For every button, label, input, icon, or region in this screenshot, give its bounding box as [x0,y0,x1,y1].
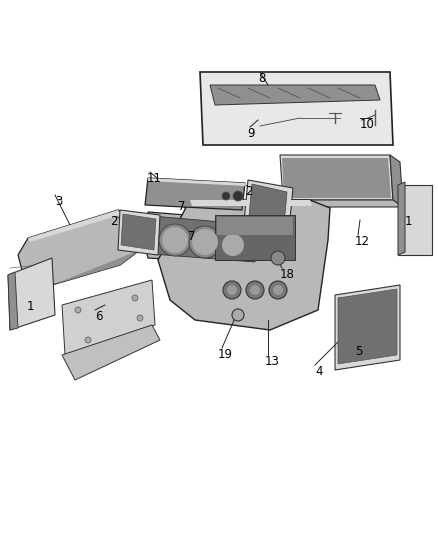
Polygon shape [215,215,295,260]
Polygon shape [398,182,405,255]
Circle shape [233,191,243,201]
Polygon shape [338,289,397,364]
Text: 12: 12 [355,235,370,248]
Polygon shape [145,178,245,210]
Text: 7: 7 [188,230,195,243]
Polygon shape [282,158,391,198]
Circle shape [271,251,285,265]
Circle shape [189,226,221,258]
Text: 2: 2 [245,185,252,198]
Polygon shape [200,72,393,145]
Circle shape [273,285,283,295]
Circle shape [222,234,244,256]
Polygon shape [210,85,380,105]
Text: 2: 2 [110,215,117,228]
Polygon shape [52,250,140,285]
Circle shape [75,307,81,313]
Text: 18: 18 [280,268,295,281]
Text: 13: 13 [265,355,280,368]
Polygon shape [283,200,403,207]
Polygon shape [8,258,55,330]
Polygon shape [121,214,156,250]
Text: 1: 1 [27,300,35,313]
Circle shape [232,309,244,321]
Circle shape [85,337,91,343]
Polygon shape [148,216,257,262]
Polygon shape [148,178,246,186]
Polygon shape [158,200,330,330]
Circle shape [219,231,247,259]
Text: 11: 11 [147,172,162,185]
Circle shape [159,224,191,256]
Circle shape [227,285,237,295]
Circle shape [192,229,218,255]
Text: 1: 1 [405,215,413,228]
Text: 19: 19 [218,348,233,361]
Polygon shape [217,217,293,235]
Circle shape [162,227,188,253]
Text: 5: 5 [355,345,362,358]
Polygon shape [390,155,403,207]
Polygon shape [18,210,140,285]
Text: 10: 10 [360,118,375,131]
Polygon shape [243,180,293,240]
Polygon shape [280,155,393,200]
Polygon shape [62,325,160,380]
Circle shape [246,281,264,299]
Text: 6: 6 [95,310,102,323]
Polygon shape [248,184,287,235]
Polygon shape [335,285,400,370]
Polygon shape [62,280,155,355]
Polygon shape [118,210,160,255]
Text: 8: 8 [258,72,265,85]
Circle shape [222,192,230,200]
Circle shape [137,315,143,321]
Text: 7: 7 [178,200,186,213]
Circle shape [250,285,260,295]
Polygon shape [398,185,432,255]
Circle shape [223,281,241,299]
Polygon shape [143,212,260,265]
Text: 4: 4 [315,365,322,378]
Text: 9: 9 [247,127,254,140]
Polygon shape [28,210,120,242]
Circle shape [269,281,287,299]
Text: 3: 3 [55,195,62,208]
Polygon shape [8,272,18,330]
Circle shape [132,295,138,301]
Polygon shape [190,200,312,206]
